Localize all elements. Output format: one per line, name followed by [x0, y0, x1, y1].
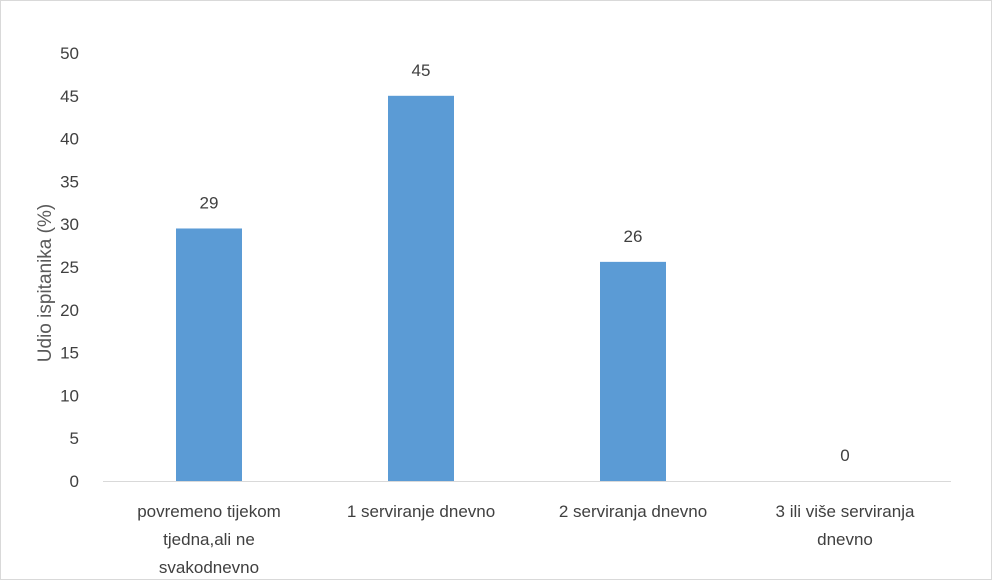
y-tick-label: 50	[60, 44, 79, 63]
data-label: 29	[200, 193, 219, 212]
y-axis-ticks: 0 5 10 15 20 25 30 35 40 45 50	[60, 44, 79, 491]
y-tick-label: 25	[60, 258, 79, 277]
data-label: 45	[412, 61, 431, 80]
data-label: 0	[840, 446, 849, 465]
bar	[388, 95, 454, 482]
x-category-label: 2 serviranja dnevno	[559, 502, 707, 521]
bar	[600, 261, 666, 481]
x-category-label: dnevno	[817, 530, 873, 549]
y-tick-label: 40	[60, 130, 79, 149]
x-category-label: svakodnevno	[159, 558, 259, 577]
data-label: 26	[624, 227, 643, 246]
bar	[176, 228, 242, 481]
y-tick-label: 10	[60, 386, 79, 405]
x-category-label: 1 serviranje dnevno	[347, 502, 495, 521]
y-tick-label: 15	[60, 344, 79, 363]
y-tick-label: 0	[70, 472, 79, 491]
bars	[176, 95, 666, 482]
x-category-label: povremeno tijekom	[137, 502, 281, 521]
x-axis-categories: povremeno tijekom tjedna,ali ne svakodnevn…	[137, 502, 915, 577]
y-tick-label: 45	[60, 87, 79, 106]
x-category-label: tjedna,ali ne	[163, 530, 255, 549]
y-axis-title: Udio ispitanika (%)	[35, 204, 56, 362]
x-category-label: 3 ili više serviranja	[776, 502, 915, 521]
y-tick-label: 35	[60, 172, 79, 191]
data-labels: 29 45 26 0	[200, 61, 850, 465]
y-tick-label: 5	[70, 429, 79, 448]
y-tick-label: 20	[60, 301, 79, 320]
y-tick-label: 30	[60, 215, 79, 234]
